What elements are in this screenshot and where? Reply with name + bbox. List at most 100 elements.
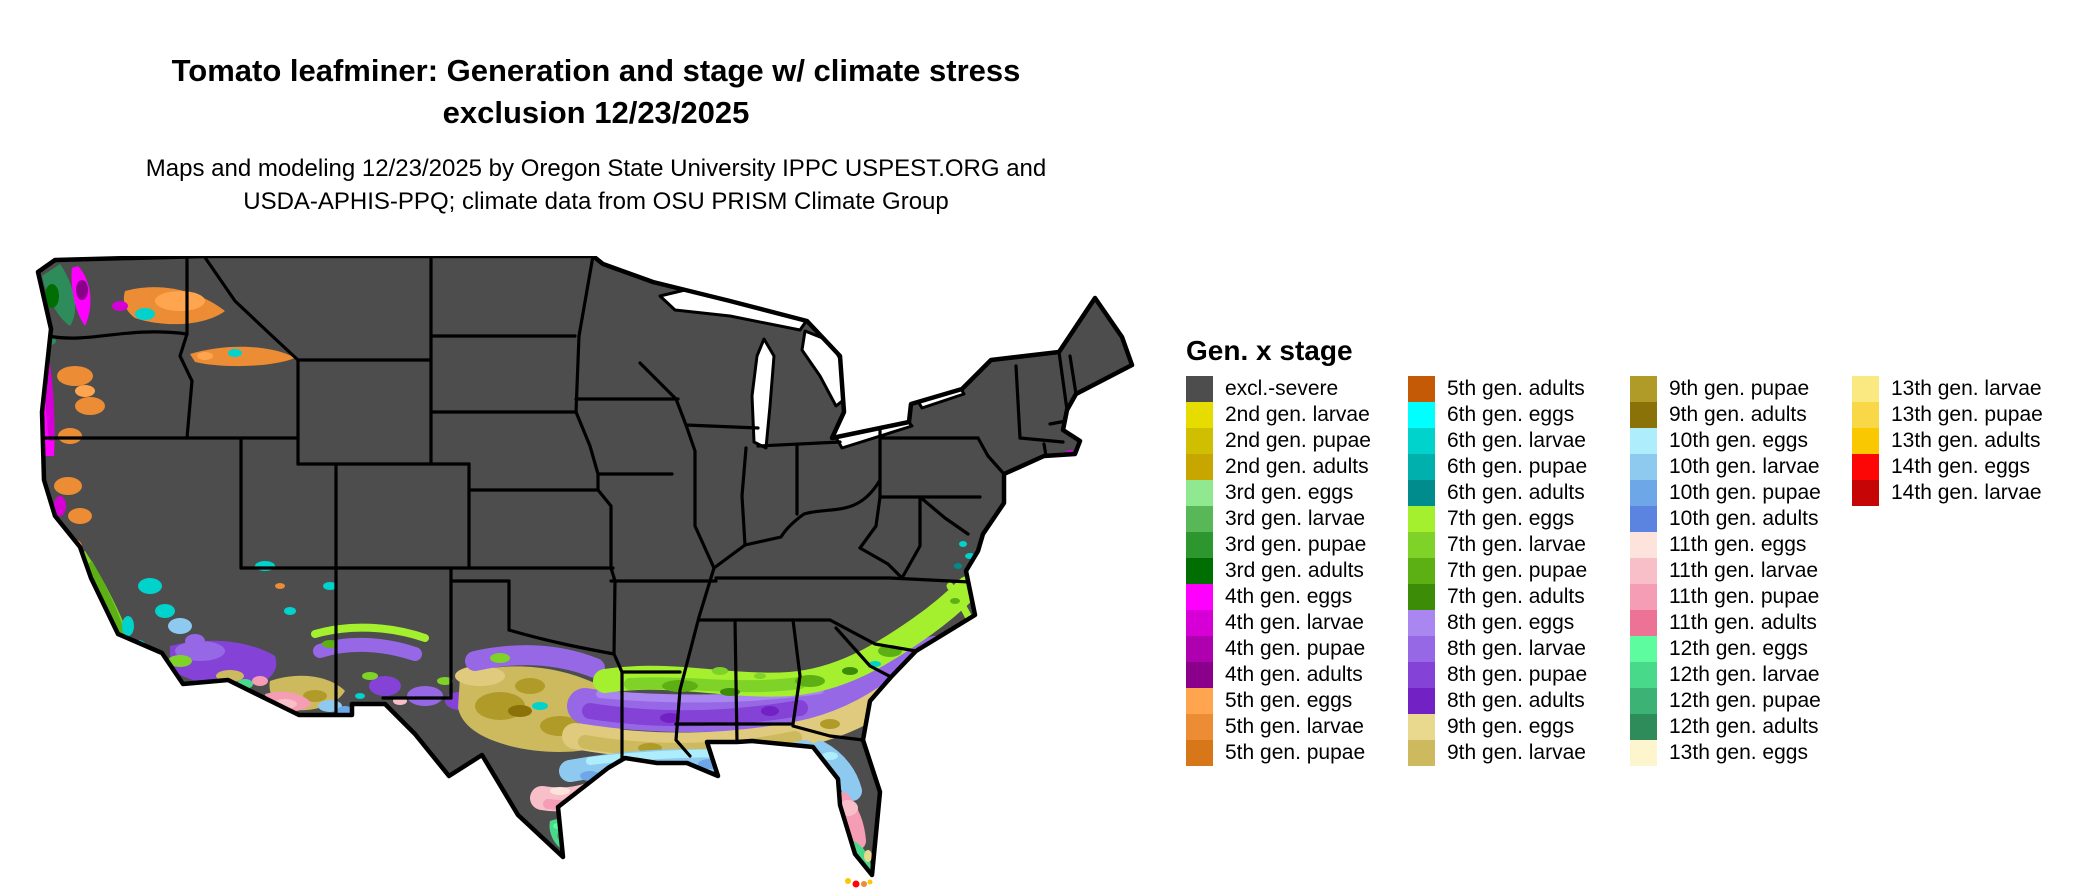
legend-swatch [1852, 376, 1879, 402]
legend-row: 12th gen. larvae [1630, 662, 1821, 688]
legend-swatch [1408, 610, 1435, 636]
legend-swatch [1630, 480, 1657, 506]
legend-label: 4th gen. adults [1225, 663, 1363, 686]
legend-swatch [1852, 402, 1879, 428]
legend-row: 12th gen. eggs [1630, 636, 1821, 662]
legend-label: 7th gen. eggs [1447, 507, 1575, 530]
legend-swatch [1630, 402, 1657, 428]
page-title: Tomato leafminer: Generation and stage w… [96, 50, 1096, 134]
legend-row: 10th gen. adults [1630, 506, 1821, 532]
page-title-line1: Tomato leafminer: Generation and stage w… [171, 53, 1021, 88]
legend-label: 6th gen. pupae [1447, 455, 1588, 478]
legend-swatch [1408, 480, 1435, 506]
legend-row: 5th gen. adults [1408, 376, 1587, 402]
legend-swatch [1408, 428, 1435, 454]
legend-label: 5th gen. larvae [1225, 715, 1364, 738]
legend-column-3: 9th gen. pupae 9th gen. adults 10th gen. e… [1630, 376, 1821, 766]
us-map [30, 256, 1140, 888]
legend-row: 13th gen. pupae [1852, 402, 2043, 428]
legend-swatch [1186, 506, 1213, 532]
legend-row: 4th gen. adults [1186, 662, 1371, 688]
legend-row: 12th gen. adults [1630, 714, 1821, 740]
legend-label: 4th gen. eggs [1225, 585, 1353, 608]
legend-swatch [1186, 532, 1213, 558]
legend-label: 12th gen. larvae [1669, 663, 1820, 686]
state-borders [40, 256, 1095, 760]
legend-label: 7th gen. pupae [1447, 559, 1588, 582]
legend-label: 13th gen. pupae [1891, 403, 2043, 426]
legend-label: 12th gen. eggs [1669, 637, 1808, 660]
legend-label: 2nd gen. pupae [1225, 429, 1371, 452]
page-subtitle: Maps and modeling 12/23/2025 by Oregon S… [96, 152, 1096, 218]
title-block: Tomato leafminer: Generation and stage w… [96, 50, 1096, 218]
legend-row: 6th gen. adults [1408, 480, 1587, 506]
legend-label: 13th gen. adults [1891, 429, 2041, 452]
us-map-svg [35, 256, 1135, 888]
legend-swatch [1630, 454, 1657, 480]
legend-label: 9th gen. larvae [1447, 741, 1586, 764]
legend-swatch [1408, 558, 1435, 584]
legend-swatch [1408, 688, 1435, 714]
legend-label: 12th gen. pupae [1669, 689, 1821, 712]
legend-swatch [1408, 740, 1435, 766]
legend-label: 8th gen. adults [1447, 689, 1585, 712]
legend-swatch [1630, 740, 1657, 766]
legend-swatch [1408, 402, 1435, 428]
legend-row: excl.-severe [1186, 376, 1371, 402]
legend-label: 9th gen. adults [1669, 403, 1807, 426]
legend-swatch [1186, 584, 1213, 610]
legend-label: 2nd gen. larvae [1225, 403, 1370, 426]
legend-label: 12th gen. adults [1669, 715, 1819, 738]
legend-label: 11th gen. larvae [1669, 559, 1819, 582]
legend-row: 4th gen. larvae [1186, 610, 1371, 636]
legend-swatch [1186, 558, 1213, 584]
page-subtitle-line1: Maps and modeling 12/23/2025 by Oregon S… [145, 155, 1047, 182]
legend-label: 9th gen. pupae [1669, 377, 1810, 400]
legend-row: 13th gen. eggs [1630, 740, 1821, 766]
legend-label: 14th gen. eggs [1891, 455, 2030, 478]
legend-row: 8th gen. eggs [1408, 610, 1587, 636]
legend-label: excl.-severe [1225, 377, 1339, 400]
legend-row: 7th gen. eggs [1408, 506, 1587, 532]
legend-row: 2nd gen. adults [1186, 454, 1371, 480]
legend-swatch [1186, 714, 1213, 740]
legend-swatch [1186, 740, 1213, 766]
legend-row: 10th gen. pupae [1630, 480, 1821, 506]
legend-row: 6th gen. pupae [1408, 454, 1587, 480]
legend-swatch [1630, 558, 1657, 584]
legend-row: 2nd gen. pupae [1186, 428, 1371, 454]
legend-swatch [1630, 532, 1657, 558]
legend-swatch [1408, 376, 1435, 402]
legend-row: 3rd gen. larvae [1186, 506, 1371, 532]
legend-label: 7th gen. larvae [1447, 533, 1586, 556]
legend-swatch [1408, 506, 1435, 532]
legend-swatch [1852, 480, 1879, 506]
legend-label: 3rd gen. adults [1225, 559, 1364, 582]
legend-row: 8th gen. adults [1408, 688, 1587, 714]
legend-label: 8th gen. larvae [1447, 637, 1586, 660]
legend-label: 10th gen. adults [1669, 507, 1819, 530]
legend-row: 9th gen. pupae [1630, 376, 1821, 402]
legend-row: 14th gen. eggs [1852, 454, 2043, 480]
legend-row: 13th gen. adults [1852, 428, 2043, 454]
legend-row: 4th gen. pupae [1186, 636, 1371, 662]
legend-label: 8th gen. eggs [1447, 611, 1575, 634]
legend-label: 6th gen. eggs [1447, 403, 1575, 426]
legend-swatch [1630, 584, 1657, 610]
legend-row: 2nd gen. larvae [1186, 402, 1371, 428]
legend-row: 7th gen. larvae [1408, 532, 1587, 558]
legend-label: 2nd gen. adults [1225, 455, 1369, 478]
legend-row: 7th gen. adults [1408, 584, 1587, 610]
legend-swatch [1186, 688, 1213, 714]
legend-label: 7th gen. adults [1447, 585, 1585, 608]
legend-label: 4th gen. larvae [1225, 611, 1364, 634]
legend-label: 4th gen. pupae [1225, 637, 1366, 660]
legend-label: 8th gen. pupae [1447, 663, 1588, 686]
legend-label: 11th gen. adults [1669, 611, 1817, 634]
legend-swatch [1630, 662, 1657, 688]
legend-swatch [1630, 636, 1657, 662]
legend-swatch [1186, 610, 1213, 636]
legend-row: 6th gen. eggs [1408, 402, 1587, 428]
legend-row: 3rd gen. adults [1186, 558, 1371, 584]
legend-label: 13th gen. eggs [1669, 741, 1808, 764]
